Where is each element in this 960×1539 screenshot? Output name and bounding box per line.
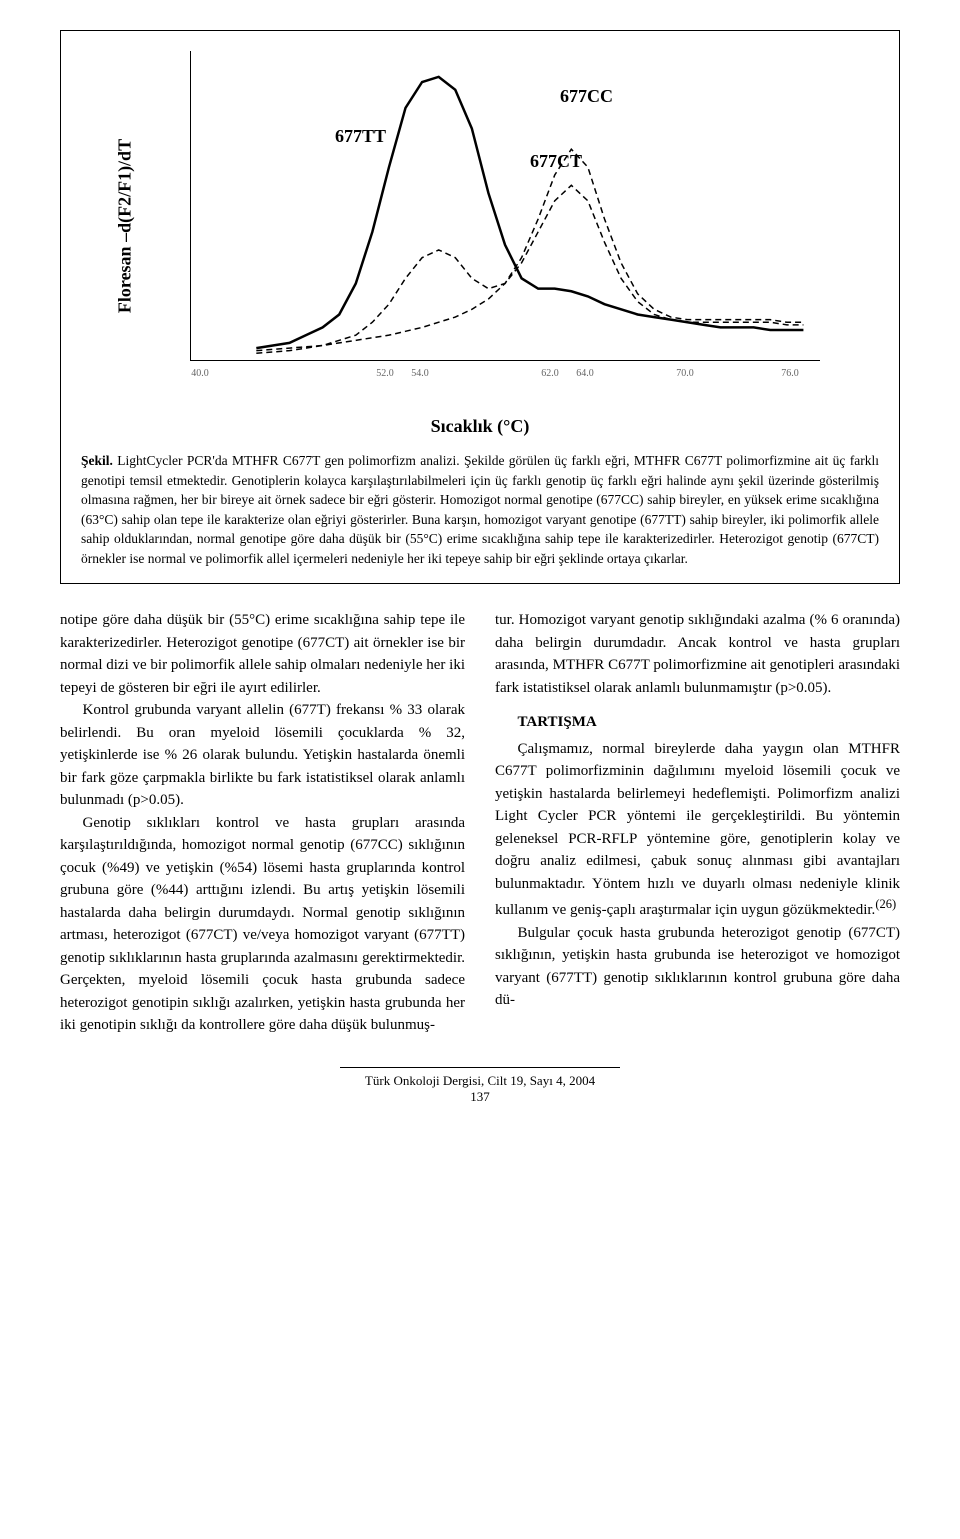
- label-677ct: 677CT: [530, 151, 582, 172]
- label-677tt: 677TT: [335, 126, 386, 147]
- chart-area: Floresan –d(F2/F1)/dT 677TT 677CC 677CT …: [130, 51, 830, 401]
- xtick: 62.0: [541, 368, 559, 379]
- chart-svg: [190, 51, 820, 361]
- curve-677tt: [256, 77, 803, 348]
- x-axis-label: Sıcaklık (°C): [81, 416, 879, 437]
- figure-caption: Şekil. LightCycler PCR'da MTHFR C677T ge…: [81, 451, 879, 568]
- xtick: 40.0: [191, 368, 209, 379]
- body-text: Çalışmamız, normal bireylerde daha yaygı…: [495, 741, 900, 919]
- figure-container: Floresan –d(F2/F1)/dT 677TT 677CC 677CT …: [60, 30, 900, 584]
- journal-name: Türk Onkoloji Dergisi, Cilt 19, Sayı 4, …: [340, 1073, 620, 1089]
- body-para: Kontrol grubunda varyant allelin (677T) …: [60, 699, 465, 812]
- page-number: 137: [340, 1089, 620, 1105]
- body-para: tur. Homozigot varyant genotip sıklığınd…: [495, 609, 900, 699]
- page-content: Floresan –d(F2/F1)/dT 677TT 677CC 677CT …: [0, 0, 960, 1125]
- y-axis-label: Floresan –d(F2/F1)/dT: [115, 139, 136, 313]
- section-heading: TARTIŞMA: [495, 711, 900, 734]
- xtick: 76.0: [781, 368, 799, 379]
- xtick: 70.0: [676, 368, 694, 379]
- xtick: 64.0: [576, 368, 594, 379]
- page-footer: Türk Onkoloji Dergisi, Cilt 19, Sayı 4, …: [340, 1067, 620, 1105]
- caption-text: LightCycler PCR'da MTHFR C677T gen polim…: [81, 453, 879, 566]
- reference-marker: (26): [875, 897, 896, 911]
- caption-title: Şekil.: [81, 453, 113, 468]
- xtick: 54.0: [411, 368, 429, 379]
- xtick: 52.0: [376, 368, 394, 379]
- body-columns: notipe göre daha düşük bir (55°C) erime …: [60, 609, 900, 1037]
- curve-677cc: [256, 149, 803, 350]
- body-para: notipe göre daha düşük bir (55°C) erime …: [60, 609, 465, 699]
- label-677cc: 677CC: [560, 86, 613, 107]
- body-para: Bulgular çocuk hasta grubunda heterozigo…: [495, 922, 900, 1012]
- body-para: Çalışmamız, normal bireylerde daha yaygı…: [495, 738, 900, 922]
- body-para: Genotip sıklıkları kontrol ve hasta grup…: [60, 812, 465, 1037]
